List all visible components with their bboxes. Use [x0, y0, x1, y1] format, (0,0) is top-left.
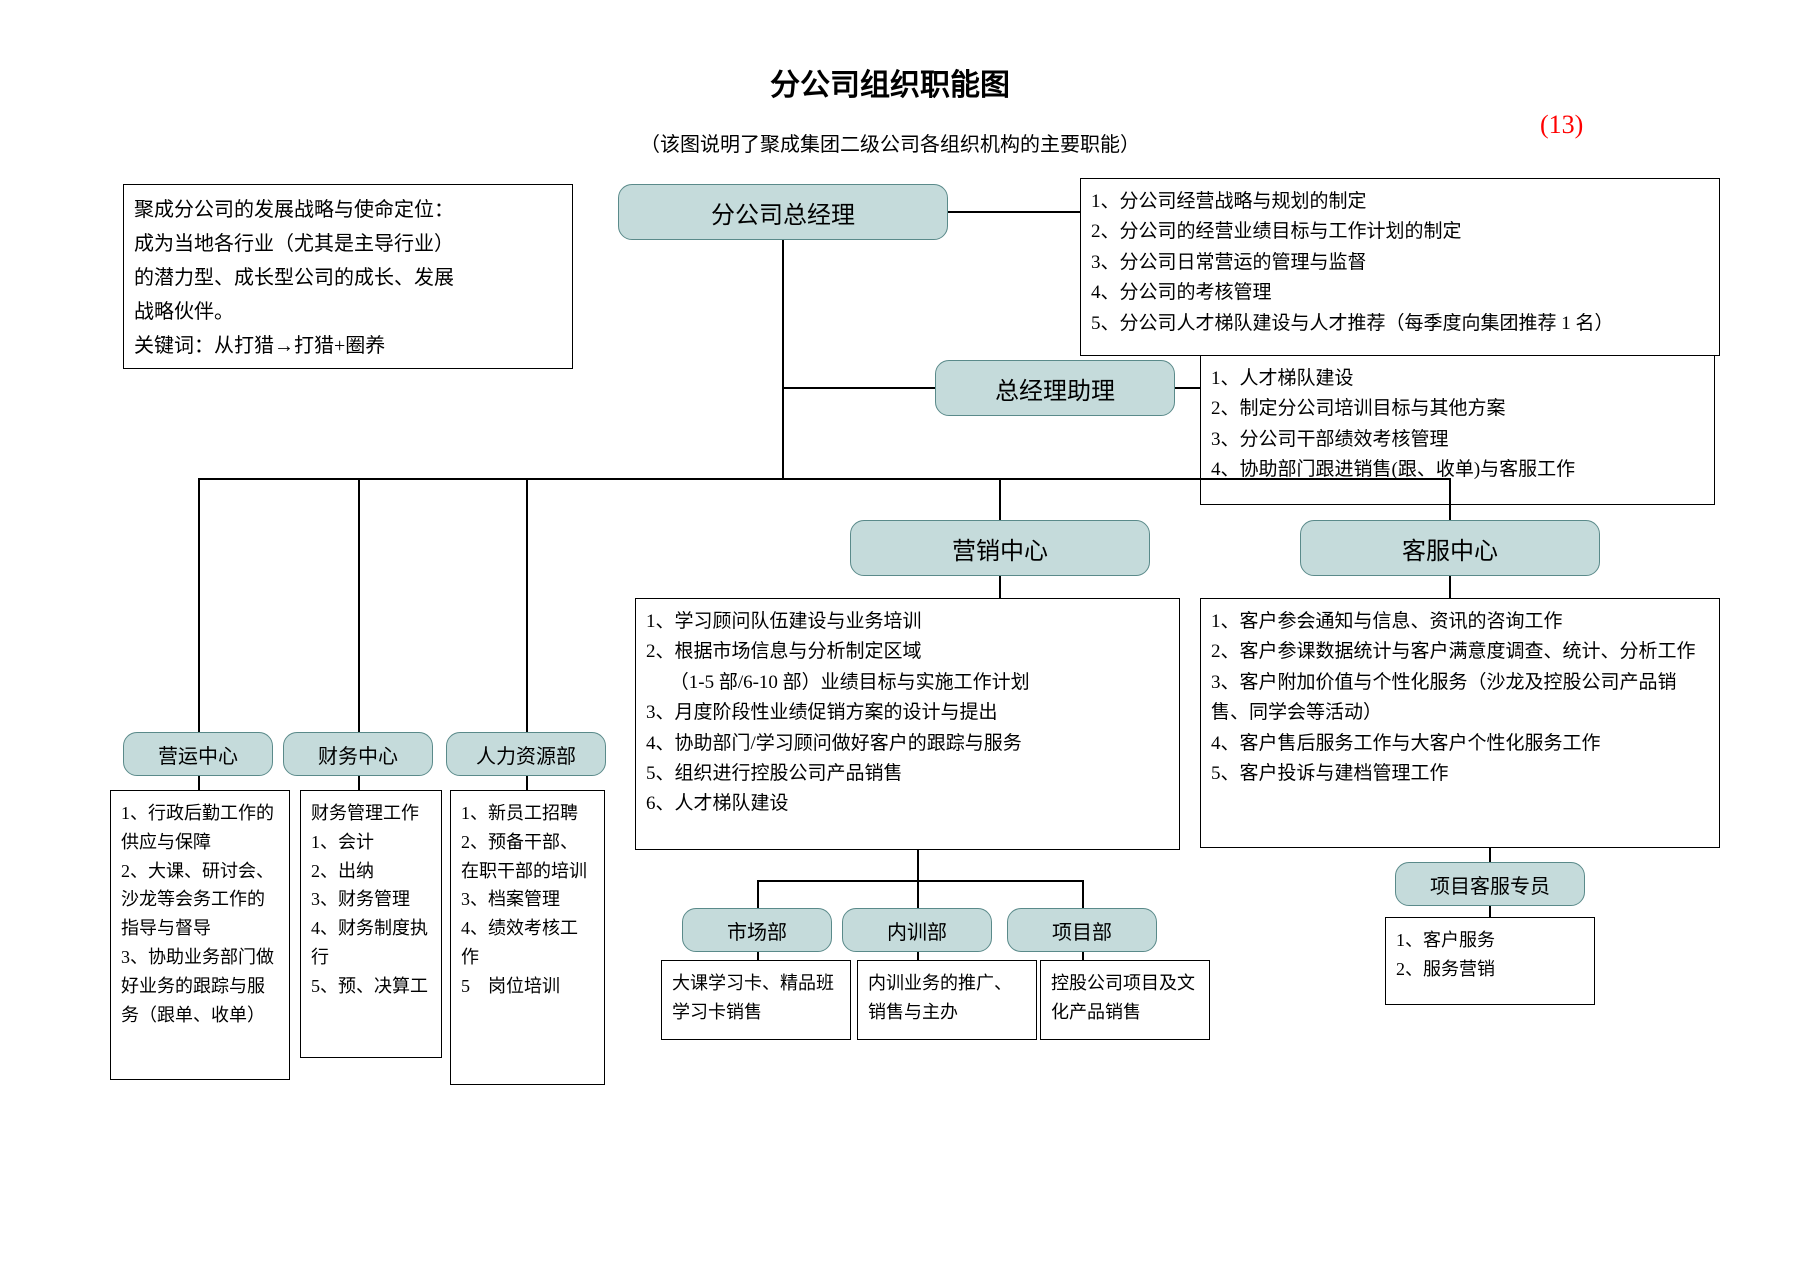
edge: [1082, 952, 1084, 960]
edge: [1489, 906, 1491, 917]
edge: [1175, 387, 1200, 389]
edge: [1489, 848, 1491, 862]
node-project-dept: 项目部: [1007, 908, 1157, 952]
edge: [1449, 478, 1451, 520]
node-market-dept: 市场部: [682, 908, 832, 952]
edge-bus: [198, 478, 1450, 480]
edge-bus: [757, 880, 1084, 882]
edge: [917, 952, 919, 960]
page-subtitle: （该图说明了聚成集团二级公司各组织机构的主要职能）: [520, 128, 1260, 157]
edge: [198, 776, 200, 790]
edge: [999, 576, 1001, 598]
edge: [999, 478, 1001, 520]
edge: [782, 240, 784, 478]
desc-gm-assistant: 1、人才梯队建设 2、制定分公司培训目标与其他方案 3、分公司干部绩效考核管理 …: [1200, 355, 1715, 505]
desc-market-dept: 大课学习卡、精品班学习卡销售: [661, 960, 851, 1040]
node-gm: 分公司总经理: [618, 184, 948, 240]
edge: [526, 776, 528, 790]
page-title: 分公司组织职能图: [640, 60, 1140, 104]
edge: [757, 880, 759, 908]
node-cs-specialist: 项目客服专员: [1395, 862, 1585, 906]
desc-ops-center: 1、行政后勤工作的供应与保障 2、大课、研讨会、沙龙等会务工作的指导与督导 3、…: [110, 790, 290, 1080]
edge: [1082, 880, 1084, 908]
edge: [358, 478, 360, 732]
edge: [1449, 576, 1451, 598]
edge: [917, 880, 919, 908]
node-cs-center: 客服中心: [1300, 520, 1600, 576]
node-fin-center: 财务中心: [283, 732, 433, 776]
desc-marketing-center: 1、学习顾问队伍建设与业务培训 2、根据市场信息与分析制定区域 （1-5 部/6…: [635, 598, 1180, 850]
desc-hr-dept: 1、新员工招聘 2、预备干部、在职干部的培训 3、档案管理 4、绩效考核工作 5…: [450, 790, 605, 1085]
node-ops-center: 营运中心: [123, 732, 273, 776]
edge: [358, 776, 360, 790]
desc-cs-specialist: 1、客户服务 2、服务营销: [1385, 917, 1595, 1005]
desc-gm: 1、分公司经营战略与规划的制定 2、分公司的经营业绩目标与工作计划的制定 3、分…: [1080, 178, 1720, 356]
node-training-dept: 内训部: [842, 908, 992, 952]
node-gm-assistant: 总经理助理: [935, 360, 1175, 416]
desc-cs-center: 1、客户参会通知与信息、资讯的咨询工作 2、客户参课数据统计与客户满意度调查、统…: [1200, 598, 1720, 848]
edge: [526, 478, 528, 732]
edge: [782, 387, 935, 389]
mission-box: 聚成分公司的发展战略与使命定位： 成为当地各行业（尤其是主导行业） 的潜力型、成…: [123, 184, 573, 369]
edge: [917, 850, 919, 880]
edge: [757, 952, 759, 960]
edge: [948, 211, 1080, 213]
desc-fin-center: 财务管理工作 1、会计 2、出纳 3、财务管理 4、财务制度执行 5、预、决算工: [300, 790, 442, 1058]
desc-training-dept: 内训业务的推广、销售与主办: [857, 960, 1037, 1040]
node-hr-dept: 人力资源部: [446, 732, 606, 776]
node-marketing-center: 营销中心: [850, 520, 1150, 576]
edge: [198, 478, 200, 732]
page-number: (13): [1540, 110, 1583, 140]
desc-project-dept: 控股公司项目及文化产品销售: [1040, 960, 1210, 1040]
